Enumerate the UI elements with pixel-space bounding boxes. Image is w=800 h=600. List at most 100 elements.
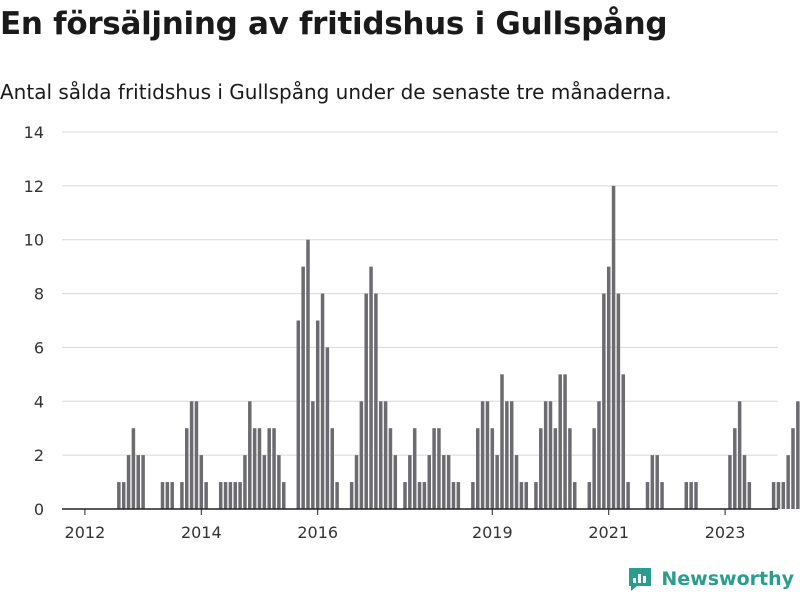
bar (747, 482, 752, 509)
bar (524, 482, 528, 509)
bar (737, 401, 742, 509)
bar (248, 401, 252, 509)
bar (733, 428, 737, 509)
bar (563, 374, 567, 509)
bar (606, 266, 611, 509)
bar (267, 428, 271, 509)
bar (160, 482, 165, 509)
bar (660, 482, 664, 509)
bar (684, 482, 689, 509)
x-tick-label: 2016 (297, 523, 338, 542)
x-tick-label: 2014 (181, 523, 222, 542)
bar (383, 401, 388, 509)
bar (311, 401, 315, 509)
bar (791, 428, 795, 509)
bar (694, 482, 698, 509)
bar (393, 455, 398, 509)
bar (277, 455, 281, 509)
bar (335, 482, 339, 509)
bar (568, 428, 572, 509)
bar (320, 293, 325, 509)
bar (456, 482, 461, 509)
bar (272, 428, 276, 509)
bar (509, 401, 514, 509)
bar (417, 482, 422, 509)
bar (330, 428, 334, 509)
bar (422, 482, 427, 509)
bar (592, 428, 596, 509)
bar (354, 455, 359, 509)
bar (573, 482, 577, 509)
bar (534, 482, 538, 509)
bar (306, 239, 310, 509)
bar (141, 455, 145, 509)
bar (495, 455, 499, 509)
bar (282, 482, 286, 509)
bar (131, 428, 136, 509)
bar (374, 293, 378, 509)
bar (199, 455, 204, 509)
bar (364, 293, 368, 509)
chart-title: En försäljning av fritidshus i Gullspång (0, 6, 668, 42)
x-tick-label: 2021 (588, 523, 629, 542)
bar (170, 482, 174, 509)
bar (349, 482, 354, 509)
newsworthy-icon (629, 568, 652, 591)
bar (786, 455, 790, 509)
bar (553, 428, 558, 509)
bar (519, 482, 524, 509)
chart-subtitle: Antal sålda fritidshus i Gullspång under… (0, 80, 672, 104)
x-tick-label: 2019 (472, 523, 513, 542)
bar (476, 428, 480, 509)
bar (621, 374, 625, 509)
bar (602, 293, 606, 509)
bar (645, 482, 650, 509)
bar (500, 374, 504, 509)
bar (771, 482, 776, 509)
bar (471, 482, 475, 509)
y-tick-label: 2 (34, 446, 44, 465)
y-tick-label: 6 (34, 338, 44, 357)
brand-name: Newsworthy (661, 568, 794, 590)
bar (408, 455, 412, 509)
bar (185, 428, 189, 509)
bar (650, 455, 655, 509)
bar (446, 455, 451, 509)
bar (233, 482, 237, 509)
bar (514, 455, 519, 509)
bar (505, 401, 509, 509)
bar (655, 455, 659, 509)
y-tick-label: 10 (24, 231, 44, 250)
bar (432, 428, 436, 509)
bar (728, 455, 732, 509)
bar (301, 266, 305, 509)
bar (369, 266, 373, 509)
bar (257, 428, 262, 509)
bar (126, 455, 131, 509)
x-tick-label: 2012 (65, 523, 106, 542)
bar (218, 482, 223, 509)
bar (626, 482, 630, 509)
bar (616, 293, 621, 509)
bar (379, 401, 383, 509)
y-tick-label: 4 (34, 392, 44, 411)
bar (587, 482, 592, 509)
bar (228, 482, 233, 509)
bar (403, 482, 407, 509)
bar (781, 482, 786, 509)
bar (558, 374, 562, 509)
bar (742, 455, 747, 509)
bar (442, 455, 446, 509)
bar (689, 482, 693, 509)
bar (490, 428, 495, 509)
bar (136, 455, 140, 509)
bar (776, 482, 781, 509)
bar (539, 428, 543, 509)
bar (121, 482, 126, 509)
bar (296, 320, 301, 509)
bar (204, 482, 208, 509)
bar (180, 482, 184, 509)
bar (325, 347, 330, 509)
y-tick-label: 12 (24, 177, 44, 196)
bar (315, 320, 320, 509)
